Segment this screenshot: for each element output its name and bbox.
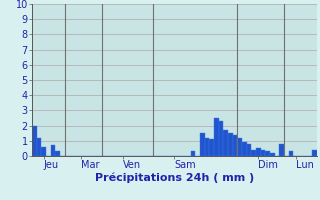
Bar [209,139,214,156]
Bar [312,150,317,156]
Bar [32,126,37,156]
Bar [219,121,223,156]
Bar [55,151,60,156]
Bar [205,138,209,156]
Bar [233,135,237,156]
Bar [266,151,270,156]
Bar [247,144,252,156]
X-axis label: Précipitations 24h ( mm ): Précipitations 24h ( mm ) [95,173,254,183]
Bar [289,151,293,156]
Bar [41,147,46,156]
Bar [37,138,41,156]
Bar [200,133,205,156]
Bar [261,150,266,156]
Bar [51,145,55,156]
Bar [256,148,261,156]
Bar [214,118,219,156]
Bar [242,142,247,156]
Bar [252,150,256,156]
Bar [270,153,275,156]
Bar [223,130,228,156]
Bar [191,151,196,156]
Bar [279,144,284,156]
Bar [237,138,242,156]
Bar [228,133,233,156]
